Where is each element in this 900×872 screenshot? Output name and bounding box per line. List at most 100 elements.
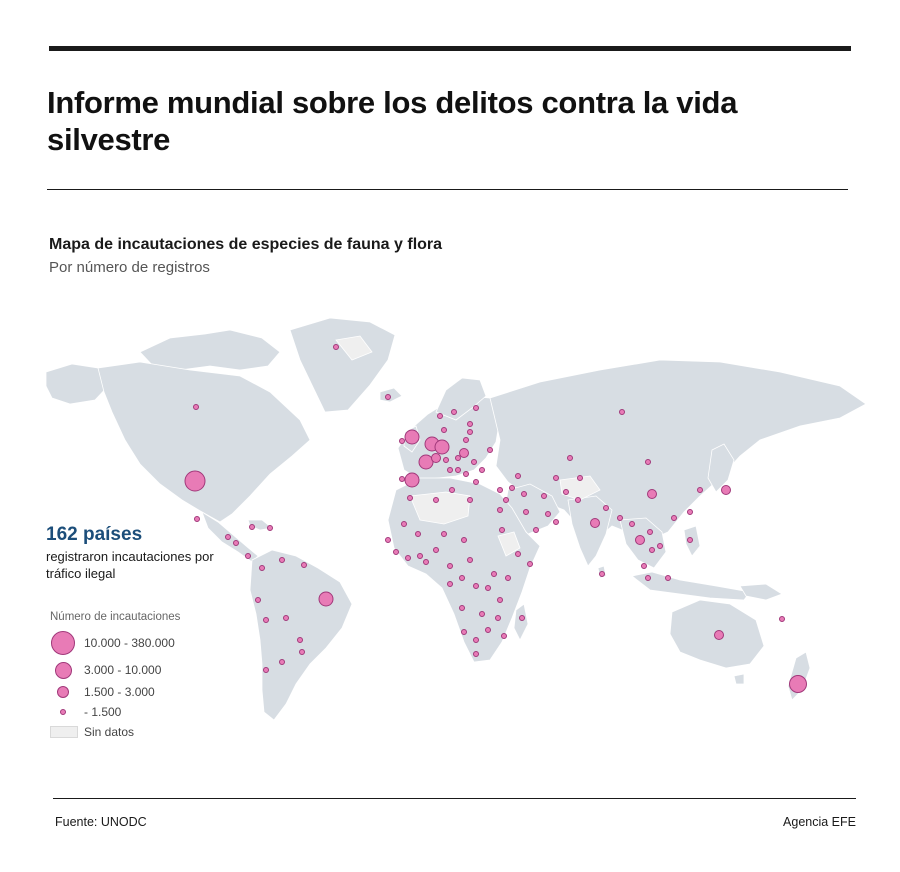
marker-georgia <box>515 473 521 479</box>
marker-mali <box>415 531 421 537</box>
marker-guinea <box>393 549 399 555</box>
marker-balkans <box>463 471 469 477</box>
marker-uk <box>404 429 420 445</box>
legend-label: - 1.500 <box>84 705 122 719</box>
marker-senegal <box>385 537 391 543</box>
world-map <box>45 317 867 721</box>
footer-divider <box>53 798 856 799</box>
marker-israel <box>503 497 509 503</box>
marker-turkey <box>497 487 503 493</box>
landmass-tasmania <box>733 673 745 685</box>
marker-saudi <box>523 509 529 515</box>
landmass-south-america <box>249 549 353 721</box>
credit-note: Agencia EFE <box>783 815 856 829</box>
marker-ukraine <box>487 447 493 453</box>
marker-france <box>418 454 434 470</box>
marker-iran <box>541 493 547 499</box>
title-divider <box>47 189 848 190</box>
map-subtitle: Por número de registros <box>49 259 210 276</box>
seizure-markers <box>184 344 807 693</box>
landmass-greenland <box>289 317 396 413</box>
marker-spain <box>404 472 420 488</box>
landmass-scandinavia <box>435 377 487 421</box>
marker-drc <box>473 583 479 589</box>
landmass-alaska <box>45 363 111 405</box>
marker-madagascar <box>519 615 525 621</box>
marker-belgium <box>431 453 441 463</box>
legend-dot-icon <box>51 631 75 655</box>
marker-austria <box>455 455 461 461</box>
marker-honduras <box>233 540 239 546</box>
marker-namibia <box>461 629 467 635</box>
map-title: Mapa de incautaciones de especies de fau… <box>49 236 443 253</box>
marker-lithuania <box>467 429 473 435</box>
marker-australia <box>714 630 724 640</box>
landmass-north-america <box>97 361 311 523</box>
marker-pacific-island <box>779 616 785 622</box>
marker-iceland <box>385 394 391 400</box>
marker-norway <box>437 413 443 419</box>
marker-zambia <box>479 611 485 617</box>
landmass-iceland <box>379 387 403 403</box>
marker-guyana <box>301 562 307 568</box>
marker-gabon <box>447 581 453 587</box>
marker-laos <box>647 529 653 535</box>
marker-portugal <box>399 476 405 482</box>
marker-greenland <box>333 344 339 350</box>
marker-uganda <box>491 571 497 577</box>
marker-libya <box>467 497 473 503</box>
marker-botswana <box>473 637 479 643</box>
marker-afghanistan <box>563 489 569 495</box>
marker-ivory-coast <box>405 555 411 561</box>
countries-caption: registraron incautaciones por tráfico il… <box>46 549 214 581</box>
marker-congo <box>459 575 465 581</box>
legend-dot-icon <box>54 661 72 679</box>
legend-label: Sin datos <box>84 725 135 739</box>
marker-taiwan <box>687 509 693 515</box>
marker-mozambique <box>501 633 507 639</box>
page-title: Informe mundial sobre los delitos contra… <box>47 85 738 157</box>
marker-kenya <box>505 575 511 581</box>
nodata-sahara <box>409 491 471 525</box>
legend-dot-icon <box>57 686 69 698</box>
legend-item-large: 3.000 - 10.000 <box>48 658 161 682</box>
marker-morocco <box>407 495 413 501</box>
marker-philippines <box>687 537 693 543</box>
legend-title: Número de incautaciones <box>50 611 181 623</box>
marker-hungary <box>471 459 477 465</box>
legend-label: 3.000 - 10.000 <box>84 663 162 677</box>
marker-cuba <box>249 524 255 530</box>
landmass-papua <box>739 583 783 601</box>
marker-chad <box>461 537 467 543</box>
marker-kyrgyzstan <box>577 475 583 481</box>
marker-ecuador <box>255 597 261 603</box>
marker-guatemala <box>225 534 231 540</box>
marker-italy <box>447 467 453 473</box>
marker-sudan <box>499 527 505 533</box>
marker-iraq <box>521 491 527 497</box>
marker-croatia <box>455 467 461 473</box>
marker-korea <box>697 487 703 493</box>
marker-sri-lanka <box>599 571 605 577</box>
marker-estonia <box>467 421 473 427</box>
marker-mexico <box>194 516 200 522</box>
marker-mauritania <box>401 521 407 527</box>
marker-myanmar <box>629 521 635 527</box>
marker-singapore <box>645 575 651 581</box>
marker-indonesia <box>665 575 671 581</box>
marker-car <box>467 557 473 563</box>
legend-dot-icon <box>60 709 66 715</box>
marker-somalia <box>527 561 533 567</box>
marker-brazil <box>318 591 334 607</box>
marker-argentina <box>279 659 285 665</box>
marker-sweden <box>451 409 457 415</box>
marker-thailand <box>635 535 645 545</box>
marker-bangladesh <box>617 515 623 521</box>
nodata-east-africa <box>497 531 521 557</box>
marker-peru <box>263 617 269 623</box>
marker-uae <box>545 511 551 517</box>
marker-togo <box>423 559 429 565</box>
no-data-regions <box>335 335 601 557</box>
legend-label: 10.000 - 380.000 <box>84 636 175 650</box>
marker-yemen <box>533 527 539 533</box>
